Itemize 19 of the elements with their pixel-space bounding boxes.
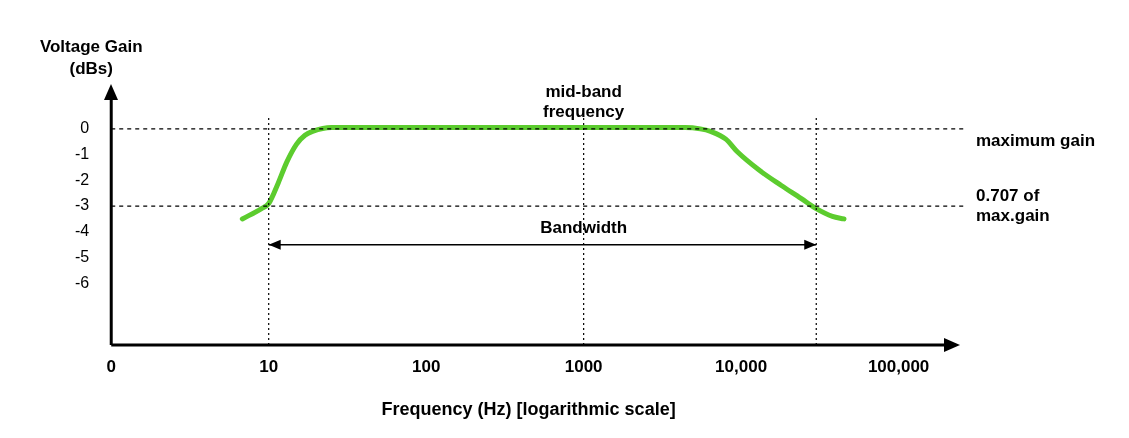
x-tick-label: 10,000 xyxy=(715,356,768,376)
ref-line-label: mid-band frequency xyxy=(543,82,625,122)
x-tick-label: 0 xyxy=(106,356,116,376)
x-tick-label: 1000 xyxy=(564,356,603,376)
y-tick-label: -6 xyxy=(74,273,90,291)
x-tick-label: 10 xyxy=(259,356,279,376)
ref-line-label: maximum gain xyxy=(976,130,1096,150)
y-tick-label: 0 xyxy=(80,119,90,137)
x-axis-title: Frequency (Hz) [logarithmic scale] xyxy=(381,399,676,420)
annotation: Bandwidth xyxy=(540,217,628,237)
ref-line-label: 0.707 of max.gain xyxy=(976,185,1050,225)
x-tick-label: 100 xyxy=(411,356,441,376)
y-tick-label: -3 xyxy=(74,196,90,214)
y-axis-title: Voltage Gain (dBs) xyxy=(39,37,143,79)
y-tick-label: -1 xyxy=(74,145,90,163)
y-tick-label: -4 xyxy=(74,222,90,240)
x-tick-label: 100,000 xyxy=(867,356,930,376)
y-tick-label: -5 xyxy=(74,247,90,265)
y-tick-label: -2 xyxy=(74,170,90,188)
